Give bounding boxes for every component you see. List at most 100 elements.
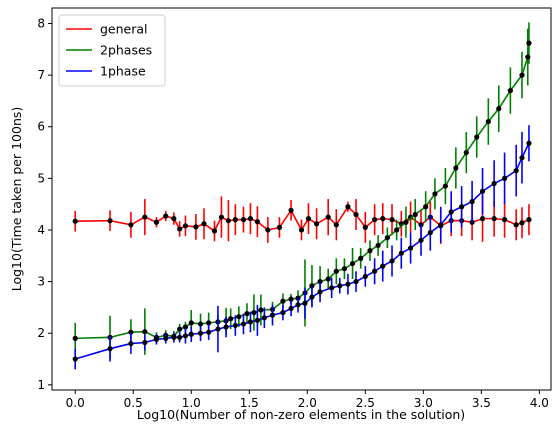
data-point — [193, 224, 199, 230]
data-point — [128, 340, 134, 347]
data-point — [188, 320, 194, 326]
data-point — [423, 204, 429, 210]
data-point — [295, 302, 301, 308]
data-point — [206, 320, 212, 326]
y-tick-label: 6 — [37, 120, 45, 134]
data-point — [372, 217, 378, 223]
data-point — [485, 118, 491, 125]
data-point — [258, 307, 264, 313]
data-point — [142, 214, 148, 220]
data-point — [448, 209, 454, 215]
y-tick-label: 2 — [37, 326, 45, 340]
legend-label-1phase: 1phase — [100, 64, 146, 79]
y-tick-label: 8 — [37, 16, 45, 30]
data-point — [182, 223, 189, 229]
data-point — [491, 216, 497, 222]
data-point — [72, 356, 78, 362]
data-point — [228, 316, 234, 322]
y-tick-label: 4 — [37, 223, 45, 237]
data-point — [403, 219, 409, 225]
data-point — [389, 217, 395, 223]
data-point — [501, 217, 508, 223]
data-point — [474, 134, 480, 140]
data-point — [317, 289, 323, 295]
y-tick-label: 1 — [37, 378, 45, 392]
data-point — [349, 260, 356, 267]
data-point — [526, 40, 532, 46]
data-point — [236, 314, 242, 320]
data-point — [453, 165, 459, 171]
data-point — [469, 198, 475, 205]
data-point — [519, 72, 525, 78]
plot-frame — [51, 7, 552, 391]
data-point — [313, 221, 320, 227]
data-point — [223, 324, 229, 330]
data-point — [251, 309, 257, 316]
y-tick-label: 3 — [37, 275, 45, 289]
data-point — [380, 216, 386, 222]
data-point — [341, 266, 348, 272]
data-point — [513, 168, 519, 174]
legend-label-2phases: 2phases — [100, 43, 152, 58]
data-point — [519, 155, 525, 161]
data-point — [479, 216, 486, 222]
data-point — [418, 222, 424, 228]
data-point — [438, 222, 444, 228]
x-axis-label: Log10(Number of non-zero elements in the… — [137, 407, 465, 422]
data-point — [309, 294, 315, 300]
x-tick-label: 2.5 — [356, 396, 375, 410]
data-point — [177, 226, 183, 232]
data-point — [432, 191, 438, 197]
data-point — [188, 331, 194, 337]
data-point — [288, 296, 294, 302]
data-point — [72, 218, 78, 224]
data-point — [407, 245, 414, 251]
legend: general 2phases 1phase — [58, 14, 166, 87]
x-tick-label: 3.5 — [472, 396, 491, 410]
x-tick-label: 1.0 — [182, 396, 201, 410]
series-line — [75, 205, 530, 233]
data-point — [407, 214, 414, 220]
series-1phase — [72, 125, 532, 370]
x-tick-label: 0.5 — [124, 396, 143, 410]
data-point — [362, 273, 368, 280]
data-point — [215, 326, 221, 332]
x-tick-label: 0.0 — [66, 396, 85, 410]
data-point — [442, 183, 448, 189]
data-point — [177, 334, 183, 340]
x-tick-label: 1.5 — [240, 396, 259, 410]
data-point — [218, 214, 225, 220]
data-point — [153, 336, 160, 343]
data-point — [128, 329, 134, 335]
data-point — [329, 285, 335, 291]
data-point — [345, 204, 351, 210]
data-point — [372, 268, 378, 274]
data-point — [280, 298, 286, 304]
data-point — [463, 149, 469, 156]
data-point — [513, 222, 519, 228]
data-point — [206, 329, 212, 335]
data-point — [240, 217, 247, 223]
data-point — [333, 222, 339, 228]
data-point — [333, 268, 339, 274]
series-general — [72, 195, 532, 244]
data-point — [171, 334, 177, 340]
data-point — [384, 235, 390, 241]
x-axis: 0.0 0.5 1.0 1.5 2.0 2.5 3.0 3.5 4.0 — [66, 390, 549, 410]
data-point — [526, 217, 532, 223]
data-point — [298, 227, 305, 233]
y-tick-label: 7 — [37, 68, 45, 82]
data-point — [459, 204, 465, 210]
data-point — [288, 305, 294, 312]
data-point — [305, 216, 312, 222]
data-point — [201, 221, 207, 227]
data-point — [288, 207, 294, 213]
y-tick-label: 5 — [37, 171, 45, 185]
data-point — [389, 258, 395, 264]
data-point — [254, 317, 261, 323]
data-point — [519, 220, 525, 226]
data-point — [526, 140, 532, 146]
data-point — [412, 211, 418, 218]
data-point — [353, 211, 359, 218]
data-point — [525, 54, 531, 60]
